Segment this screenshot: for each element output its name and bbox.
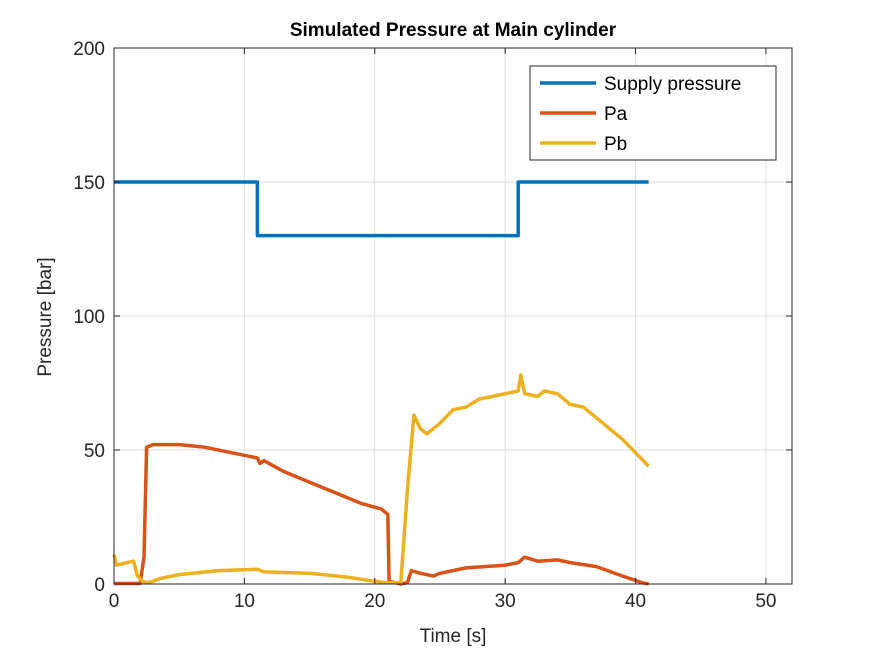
y-tick-label: 100 xyxy=(73,307,105,328)
y-axis-label: Pressure [bar] xyxy=(35,257,56,377)
x-tick-label: 0 xyxy=(109,591,120,612)
legend-entry-1: Pa xyxy=(604,104,628,125)
x-axis-label: Time [s] xyxy=(419,626,487,647)
x-tick-label: 30 xyxy=(495,591,516,612)
series-lines xyxy=(112,180,650,586)
y-tick-label: 0 xyxy=(94,575,105,596)
chart-title: Simulated Pressure at Main cylinder xyxy=(289,20,617,41)
x-tick-label: 10 xyxy=(234,591,255,612)
axis-ticks: 0 10 20 30 40 50 0 50 100 150 200 xyxy=(73,39,792,612)
legend-entry-2: Pb xyxy=(604,134,627,155)
x-tick-label: 20 xyxy=(364,591,385,612)
series-line-2 xyxy=(112,373,650,585)
x-tick-label: 50 xyxy=(755,591,776,612)
y-tick-label: 200 xyxy=(73,39,105,60)
y-tick-label: 50 xyxy=(84,441,105,462)
series-line-0 xyxy=(114,180,649,238)
legend: Supply pressure Pa Pb xyxy=(529,65,777,161)
legend-entry-0: Supply pressure xyxy=(604,74,741,95)
x-tick-label: 40 xyxy=(625,591,646,612)
y-tick-label: 150 xyxy=(73,173,105,194)
